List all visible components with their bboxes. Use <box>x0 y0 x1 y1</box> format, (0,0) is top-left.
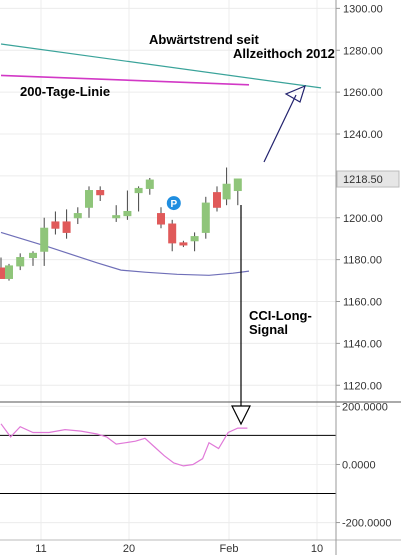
candle-up <box>73 213 82 219</box>
candle-down <box>179 242 188 246</box>
y-tick-label: 1200.00 <box>343 213 383 225</box>
lower-average-line <box>0 231 250 276</box>
ma200-line <box>0 74 250 86</box>
y-tick-label: 1240.00 <box>343 129 383 141</box>
annotation-label: Abwärtstrend seit <box>149 32 259 47</box>
cci-line <box>0 423 248 467</box>
candle-down <box>62 221 71 233</box>
annotation-label: CCI-Long- <box>249 308 312 323</box>
cci-panel <box>0 401 401 541</box>
signal-arrow-head <box>231 405 251 426</box>
candle-up <box>190 236 199 242</box>
grid <box>0 0 336 540</box>
x-tick-label: 20 <box>123 543 135 555</box>
candle-up <box>5 265 13 279</box>
x-tick-label: Feb <box>220 543 239 555</box>
x-tick-label: 10 <box>311 543 323 555</box>
candle-up <box>123 210 132 217</box>
axes: 1120.001140.001160.001180.001200.001220.… <box>35 0 400 555</box>
y-tick-label: 1120.00 <box>343 380 382 392</box>
annotation-label: Signal <box>249 322 288 337</box>
candles: P <box>0 167 242 281</box>
annotation-label: Allzeithoch 2012 <box>233 46 335 61</box>
trend-line <box>0 43 322 89</box>
annotation-label: 200-Tage-Linie <box>20 84 110 99</box>
candle-up <box>222 183 231 200</box>
x-tick-label: 11 <box>35 543 46 555</box>
candle-down <box>213 192 221 208</box>
indicator-lines <box>0 43 322 276</box>
y-tick-label: 1140.00 <box>343 338 382 350</box>
cci-tick-label: -200.0000 <box>342 518 392 530</box>
candle-up <box>29 252 37 259</box>
breakout-arrow-shaft <box>263 94 297 163</box>
y-tick-label: 1160.00 <box>343 297 382 309</box>
candle-up <box>134 187 143 194</box>
last-price-label: 1218.50 <box>343 174 383 186</box>
y-tick-label: 1300.00 <box>343 3 383 15</box>
cci-tick-label: 200.0000 <box>342 401 388 413</box>
candle-down <box>157 213 165 225</box>
candle-up <box>40 227 49 252</box>
candle-up <box>145 179 154 189</box>
candle-up <box>85 190 93 208</box>
candle-up <box>16 257 25 267</box>
y-tick-label: 1260.00 <box>343 87 383 99</box>
candle-down <box>0 267 5 279</box>
candle-up <box>112 215 121 219</box>
y-tick-label: 1280.00 <box>343 45 383 57</box>
candle-down <box>51 221 60 229</box>
candle-down <box>96 190 105 196</box>
candle-up <box>201 202 210 233</box>
cci-tick-label: 0.0000 <box>342 459 376 471</box>
candle-up <box>233 178 242 192</box>
last-price-box <box>336 170 400 188</box>
candle-down <box>168 223 177 244</box>
y-tick-label: 1180.00 <box>343 255 382 267</box>
p-marker-label: P <box>170 199 177 210</box>
p-marker <box>166 196 181 211</box>
breakout-arrow-head <box>284 84 306 103</box>
